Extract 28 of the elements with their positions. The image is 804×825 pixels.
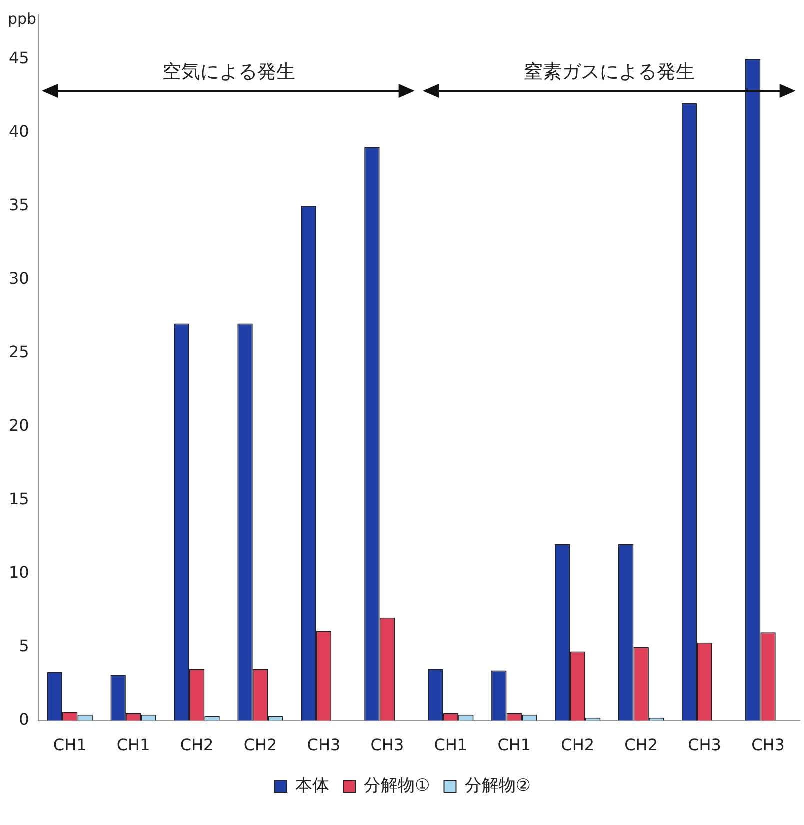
legend-label: 本体 <box>296 776 330 796</box>
y-tick-label: 10 <box>9 562 30 582</box>
annotation: 窒素ガスによる発生 <box>524 61 696 84</box>
legend-label: 分解物② <box>464 776 531 796</box>
x-tick-label: CH2 <box>561 736 595 755</box>
y-tick-label: 40 <box>9 122 30 141</box>
y-tick-label: 35 <box>9 195 30 214</box>
annotation: 空気による発生 <box>162 61 296 84</box>
x-tick-label: CH2 <box>624 736 658 755</box>
x-tick-label: CH1 <box>53 736 87 755</box>
y-tick-label: 5 <box>19 636 30 656</box>
y-tick-label: 15 <box>9 489 30 508</box>
y-tick-label: 20 <box>9 416 30 435</box>
y-axis-title: ppb <box>8 10 37 28</box>
x-tick-label: CH1 <box>116 736 150 755</box>
x-tick-label: CH1 <box>434 736 468 755</box>
y-tick-label: 0 <box>19 710 30 729</box>
x-tick-label: CH2 <box>244 736 278 755</box>
y-tick-label: 30 <box>9 268 30 288</box>
x-tick-label: CH3 <box>688 736 722 755</box>
x-tick-label: CH3 <box>307 736 341 755</box>
x-tick-label: CH3 <box>370 736 404 755</box>
x-tick-label: CH3 <box>752 736 785 755</box>
y-tick-label: 45 <box>9 48 30 68</box>
y-tick-label: 25 <box>9 342 30 362</box>
x-tick-label: CH1 <box>498 736 532 755</box>
x-tick-label: CH2 <box>180 736 214 755</box>
legend-label: 分解物① <box>364 776 430 796</box>
